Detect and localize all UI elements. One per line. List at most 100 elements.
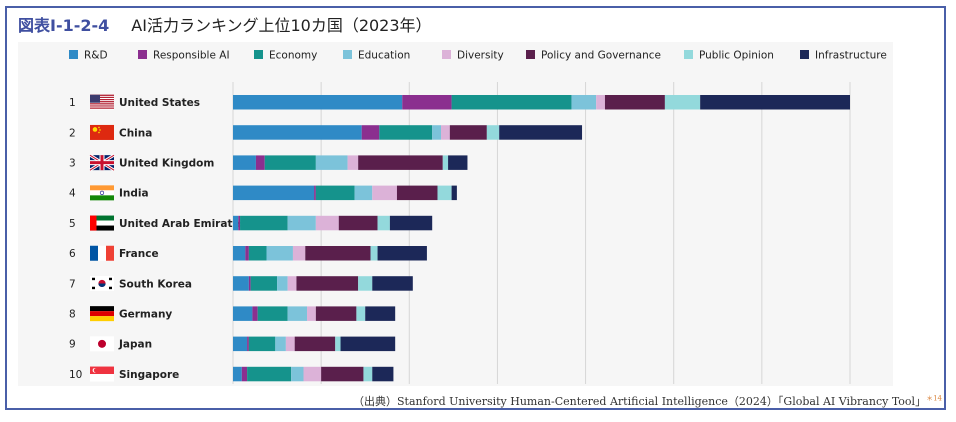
legend-swatch-randd bbox=[69, 50, 78, 59]
bar-segment-policy-and-governance bbox=[396, 185, 438, 201]
flag-de-icon bbox=[90, 306, 114, 322]
country-label: United States bbox=[119, 97, 200, 109]
bar-segment-education bbox=[432, 125, 442, 140]
rank-label: 6 bbox=[69, 248, 76, 260]
rank-label: 1 bbox=[69, 97, 76, 109]
bar-segment-public-opinion bbox=[664, 95, 701, 110]
bar-segment-education bbox=[287, 215, 316, 231]
bar-segment-policy-and-governance bbox=[315, 306, 357, 321]
bar-segment-infrastructure bbox=[700, 95, 850, 110]
legend-swatch-economy bbox=[254, 50, 263, 59]
country-label: France bbox=[119, 248, 159, 260]
rank-label: 10 bbox=[69, 369, 82, 381]
bar-segment-infrastructure bbox=[340, 336, 396, 352]
figure-frame bbox=[5, 6, 946, 410]
bar-segment-randd bbox=[233, 215, 239, 231]
legend-swatch-public-opinion bbox=[684, 50, 693, 59]
bar-segment-education bbox=[287, 306, 308, 321]
bar-segment-public-opinion bbox=[437, 185, 452, 201]
bar-segment-diversity bbox=[285, 336, 295, 352]
bar-segment-economy bbox=[257, 306, 288, 321]
figure-title: AI活力ランキング上位10カ国（2023年） bbox=[131, 16, 432, 35]
bar-segment-randd bbox=[233, 306, 253, 321]
legend-swatch-responsible-ai bbox=[138, 50, 147, 59]
bar-segment-responsible-ai bbox=[247, 336, 249, 352]
bar-segment-policy-and-governance bbox=[296, 276, 359, 291]
bar-segment-economy bbox=[247, 366, 292, 382]
bar-segment-infrastructure bbox=[451, 185, 457, 201]
legend-swatch-policy-and-governance bbox=[526, 50, 535, 59]
bar-segment-economy bbox=[379, 125, 433, 140]
bar-segment-infrastructure bbox=[377, 246, 427, 261]
flag-us-icon bbox=[90, 94, 114, 110]
bar-segment-infrastructure bbox=[499, 125, 583, 140]
bar-segment-responsible-ai bbox=[402, 95, 452, 110]
flag-kr-icon bbox=[90, 275, 114, 291]
flag-ae-icon bbox=[90, 215, 114, 231]
bar-segment-economy bbox=[240, 215, 288, 231]
bar-segment-public-opinion bbox=[335, 336, 341, 352]
bar-segment-randd bbox=[233, 185, 315, 201]
flag-fr-icon bbox=[90, 245, 114, 261]
bar-segment-randd bbox=[233, 155, 256, 170]
country-label: South Korea bbox=[119, 278, 192, 290]
bar-segment-public-opinion bbox=[377, 215, 390, 231]
rank-label: 9 bbox=[69, 339, 76, 351]
footnote-mark: ＊14 bbox=[926, 394, 942, 403]
bar-segment-economy bbox=[451, 95, 572, 110]
bar-segment-diversity bbox=[292, 246, 306, 261]
legend-label-responsible-ai: Responsible AI bbox=[153, 50, 230, 62]
bar-segment-responsible-ai bbox=[255, 155, 265, 170]
bar-segment-economy bbox=[248, 246, 267, 261]
bar-segment-responsible-ai bbox=[245, 246, 249, 261]
country-label: Singapore bbox=[119, 369, 179, 381]
bar-segment-education bbox=[291, 366, 304, 382]
bar-segment-infrastructure bbox=[372, 276, 413, 291]
flag-in-icon bbox=[90, 185, 114, 201]
bar-segment-diversity bbox=[372, 185, 397, 201]
bar-segment-public-opinion bbox=[356, 306, 366, 321]
bar-segment-policy-and-governance bbox=[338, 215, 378, 231]
flag-sg-icon bbox=[90, 366, 114, 382]
bar-segment-education bbox=[315, 155, 348, 170]
bar-segment-policy-and-governance bbox=[604, 95, 665, 110]
bar-segment-economy bbox=[248, 336, 276, 352]
bar-segment-responsible-ai bbox=[252, 306, 258, 321]
bar-segment-education bbox=[571, 95, 597, 110]
bar-segment-randd bbox=[233, 276, 249, 291]
bar-segment-infrastructure bbox=[372, 366, 394, 382]
bar-segment-randd bbox=[233, 95, 403, 110]
bar-segment-diversity bbox=[315, 215, 339, 231]
legend-label-randd: R&D bbox=[84, 50, 108, 62]
bar-segment-economy bbox=[315, 185, 355, 201]
legend-label-diversity: Diversity bbox=[457, 50, 504, 62]
legend-swatch-infrastructure bbox=[800, 50, 809, 59]
bar-segment-policy-and-governance bbox=[294, 336, 336, 352]
bar-segment-policy-and-governance bbox=[358, 155, 443, 170]
legend-swatch-diversity bbox=[442, 50, 451, 59]
bar-segment-infrastructure bbox=[389, 215, 433, 231]
bar-segment-randd bbox=[233, 366, 242, 382]
bar-segment-randd bbox=[233, 246, 246, 261]
rank-label: 8 bbox=[69, 308, 76, 320]
rank-label: 4 bbox=[69, 188, 76, 200]
legend-label-policy-and-governance: Policy and Governance bbox=[541, 50, 661, 62]
rank-label: 3 bbox=[69, 157, 76, 169]
bar-segment-infrastructure bbox=[365, 306, 396, 321]
bar-segment-diversity bbox=[287, 276, 297, 291]
bar-segment-public-opinion bbox=[442, 155, 449, 170]
legend-swatch-education bbox=[343, 50, 352, 59]
bar-segment-education bbox=[277, 276, 288, 291]
bar-segment-education bbox=[354, 185, 373, 201]
bar-segment-infrastructure bbox=[448, 155, 468, 170]
bar-segment-responsible-ai bbox=[314, 185, 316, 201]
bar-segment-diversity bbox=[596, 95, 605, 110]
bar-segment-responsible-ai bbox=[238, 215, 241, 231]
country-label: China bbox=[119, 127, 152, 139]
bar-segment-public-opinion bbox=[363, 366, 373, 382]
rank-label: 5 bbox=[69, 218, 76, 230]
bar-segment-policy-and-governance bbox=[305, 246, 371, 261]
legend-label-economy: Economy bbox=[269, 50, 317, 62]
country-label: Germany bbox=[119, 308, 172, 320]
rank-label: 2 bbox=[69, 127, 76, 139]
